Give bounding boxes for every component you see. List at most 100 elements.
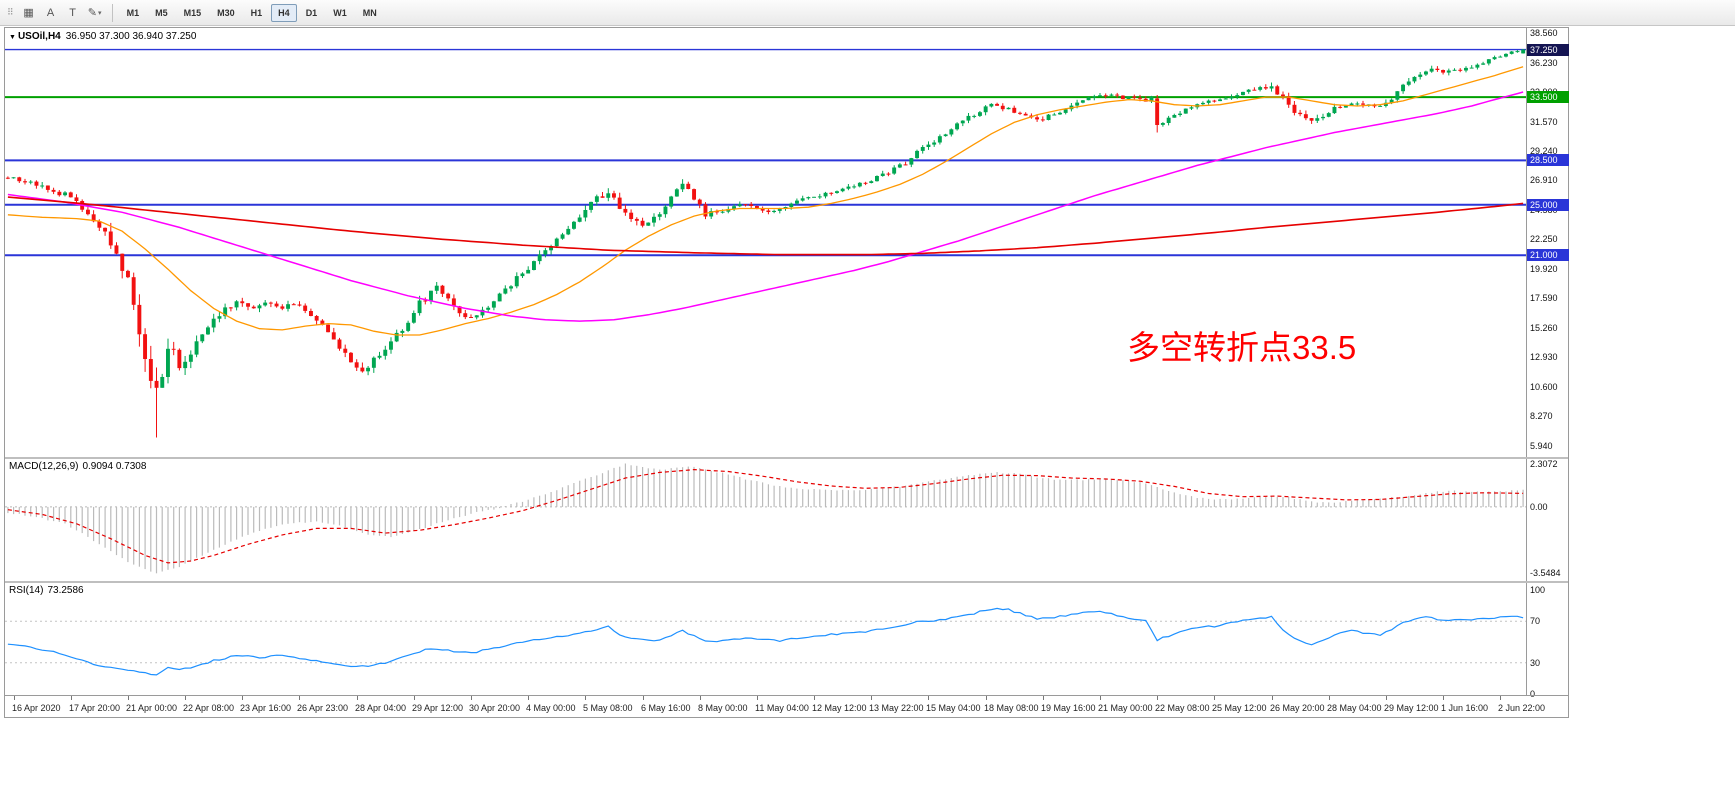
toolbar: ⠿ ▦ A T ✎ ▾ M1 M5 M15 M30 H1 H4 D1 W1 MN [0,0,1735,26]
time-label: 26 May 20:00 [1270,703,1325,713]
symbol-label: USOil,H4 [17,31,61,42]
price-tick-label: 26.910 [1530,175,1558,185]
time-label: 29 May 12:00 [1384,703,1439,713]
time-label: 13 May 22:00 [869,703,924,713]
price-tick-label: 15.260 [1530,323,1558,333]
time-tick [414,696,415,700]
price-badge: 21.000 [1527,249,1569,261]
price-tick-label: 29.240 [1530,146,1558,156]
time-tick [1386,696,1387,700]
symbol-dropdown-icon[interactable]: ▼ [9,34,16,41]
time-label: 16 Apr 2020 [12,703,61,713]
time-axis[interactable]: 16 Apr 2020 17 Apr 20:00 21 Apr 00:00 22 Ap… [5,695,1568,717]
time-label: 2 Jun 22:00 [1498,703,1546,713]
text-tool-button[interactable]: T [63,3,83,23]
time-label: 8 May 00:00 [698,703,748,713]
time-tick [1214,696,1215,700]
ohlc-values: 36.950 37.300 36.940 37.250 [65,31,197,42]
price-tick-label: 19.920 [1530,264,1558,274]
macd-tick-label: 2.3072 [1530,459,1558,469]
time-tick [928,696,929,700]
price-badge: 37.250 [1527,44,1569,56]
ma_slow-line [7,196,1524,256]
price-tick-label: 5.940 [1530,441,1553,451]
rsi-indicator-label: RSI(14) 73.2586 [9,585,88,596]
time-tick [128,696,129,700]
pencil-icon: ✎ [87,7,97,19]
time-label: 19 May 16:00 [1041,703,1096,713]
panel-splitter[interactable] [5,457,1568,459]
time-tick [1443,696,1444,700]
time-tick [357,696,358,700]
cursor-tool-button[interactable]: A [41,3,61,23]
timeframe-h1-button[interactable]: H1 [244,4,270,22]
time-label: 28 Apr 04:00 [355,703,407,713]
time-label: 21 Apr 00:00 [126,703,178,713]
price-axis[interactable]: 38.56036.23033.90031.57029.24026.91024.5… [1526,28,1569,457]
time-tick [71,696,72,700]
time-label: 22 Apr 08:00 [183,703,235,713]
macd-histogram [7,463,1524,574]
time-label: 5 May 08:00 [583,703,633,713]
time-label: 6 May 16:00 [641,703,691,713]
macd-label: MACD(12,26,9) [9,461,79,472]
chart-template-button[interactable]: ▦ [19,3,39,23]
chevron-down-icon: ▾ [97,9,102,17]
timeframe-mn-button[interactable]: MN [356,4,384,22]
rsi-value: 73.2586 [47,585,84,596]
time-tick [299,696,300,700]
timeframe-m30-button[interactable]: M30 [210,4,242,22]
rsi-plot[interactable]: RSI(14) 73.2586 [5,583,1526,695]
time-tick [871,696,872,700]
candles [5,49,1526,438]
time-tick [1329,696,1330,700]
time-label: 25 May 12:00 [1212,703,1267,713]
time-tick [700,696,701,700]
toolbar-drag-handle[interactable]: ⠿ [7,7,14,17]
ma_mid-line [7,91,1524,322]
macd-values: 0.9094 0.7308 [82,461,147,472]
time-tick [1043,696,1044,700]
macd-plot[interactable]: MACD(12,26,9) 0.9094 0.7308 [5,459,1526,581]
timeframe-m1-button[interactable]: M1 [120,4,147,22]
panel-splitter[interactable] [5,581,1568,583]
time-tick [471,696,472,700]
rsi-tick-label: 30 [1530,658,1541,668]
chart-annotation-text[interactable]: 多空转折点33.5 [1127,329,1357,366]
price-tick-label: 10.600 [1530,382,1558,392]
rsi-axis[interactable]: 100 70 30 0 [1526,583,1568,699]
timeframe-m15-button[interactable]: M15 [177,4,209,22]
draw-tool-button[interactable]: ✎ ▾ [85,3,105,23]
time-tick [986,696,987,700]
time-label: 17 Apr 20:00 [69,703,121,713]
timeframe-d1-button[interactable]: D1 [299,4,325,22]
macd-signal-line [7,468,1524,564]
macd-panel: MACD(12,26,9) 0.9094 0.7308 2.3072 0.00 -3.… [5,459,1568,581]
macd-axis[interactable]: 2.3072 0.00 -3.5484 [1526,459,1568,581]
time-label: 28 May 04:00 [1327,703,1382,713]
price-tick-label: 38.560 [1530,28,1558,38]
time-label: 29 Apr 12:00 [412,703,464,713]
time-label: 30 Apr 20:00 [469,703,521,713]
price-tick-label: 22.250 [1530,234,1558,244]
main-chart-plot[interactable]: ▼ USOil,H4 36.950 37.300 36.940 37.250 多空转… [5,28,1526,457]
rsi-tick-label: 70 [1530,616,1541,626]
price-tick-label: 36.230 [1530,58,1558,68]
price-badge: 28.500 [1527,154,1569,166]
time-tick [1500,696,1501,700]
price-tick-label: 8.270 [1530,411,1553,421]
time-tick [757,696,758,700]
macd-indicator-label: MACD(12,26,9) 0.9094 0.7308 [9,461,150,472]
time-label: 22 May 08:00 [1155,703,1210,713]
time-tick [585,696,586,700]
timeframe-m5-button[interactable]: M5 [148,4,175,22]
candlestick-chart [5,48,1526,438]
rsi-line [7,607,1524,676]
macd-chart [5,463,1526,574]
rsi-label: RSI(14) [9,585,44,596]
rsi-panel: RSI(14) 73.2586 100 70 30 0 [5,583,1568,699]
timeframe-h4-button[interactable]: H4 [271,3,297,22]
symbol-line: ▼ USOil,H4 36.950 37.300 36.940 37.250 [9,31,196,42]
timeframe-w1-button[interactable]: W1 [326,4,354,22]
time-tick [1100,696,1101,700]
